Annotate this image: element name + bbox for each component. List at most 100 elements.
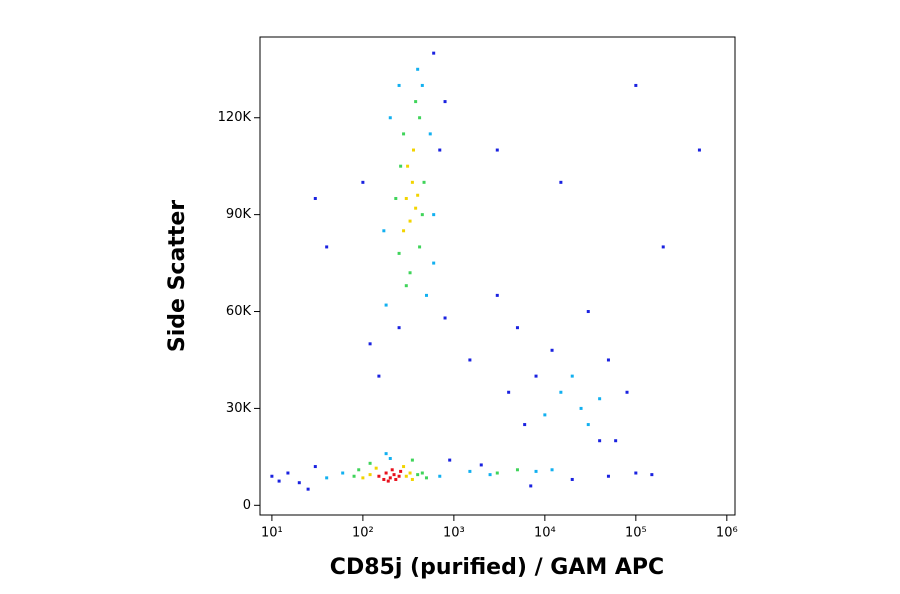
point [414,100,418,104]
point [368,342,372,346]
point [598,439,602,443]
point [543,413,547,417]
point [402,132,406,136]
point [408,471,412,475]
x-tick-label: 10⁵ [625,526,647,541]
point [523,423,527,427]
point [313,196,317,200]
point [325,476,329,480]
point [313,465,317,469]
point [495,471,499,475]
point [408,271,412,275]
point [534,374,538,378]
point [420,471,424,475]
point [559,390,563,394]
point [361,180,365,184]
point [650,473,654,477]
point [397,251,401,255]
point [277,479,281,483]
point [404,474,408,478]
point [432,213,436,217]
point [416,67,420,71]
point [368,461,372,465]
point [404,196,408,200]
point [606,358,610,362]
point [392,473,396,477]
point [394,477,398,481]
y-tick-label: 0 [243,498,251,513]
x-tick-label: 10² [352,526,374,541]
point [507,390,511,394]
x-axis-title: CD85j (purified) / GAM APC [330,555,664,580]
point [390,468,394,472]
point [270,474,274,478]
point [414,206,418,210]
point [388,116,392,120]
point [388,456,392,460]
point [468,469,472,473]
point [410,458,414,462]
point [297,481,301,485]
point [443,100,447,104]
point [570,477,574,481]
point [397,474,401,478]
x-tick-label: 10³ [443,526,465,541]
point [402,229,406,233]
point [424,476,428,480]
point [377,474,381,478]
point [361,476,365,480]
point [377,374,381,378]
point [661,245,665,249]
point [550,348,554,352]
x-tick-label: 10¹ [261,526,283,541]
point [697,148,701,152]
point [399,164,403,168]
point [570,374,574,378]
point [586,423,590,427]
point [411,148,415,152]
point [384,452,388,456]
point [438,474,442,478]
point [495,148,499,152]
point [386,479,390,483]
point [286,471,290,475]
point [550,468,554,472]
point [306,487,310,491]
point [634,471,638,475]
point [397,83,401,87]
point [515,468,519,472]
point [479,463,483,467]
point [384,471,388,475]
point [614,439,618,443]
point [598,397,602,401]
point [432,51,436,55]
point [534,469,538,473]
point [402,465,406,469]
point [341,471,345,475]
point [529,484,533,488]
point [382,229,386,233]
point [432,261,436,265]
point [394,196,398,200]
point [428,132,432,136]
point [397,326,401,330]
point [406,164,410,168]
point [422,180,426,184]
y-tick-label: 30K [226,401,252,416]
point [515,326,519,330]
point [408,219,412,223]
y-tick-label: 90K [226,207,252,222]
y-tick-label: 120K [218,110,252,125]
point [368,473,372,477]
point [488,473,492,477]
point [382,477,386,481]
point [634,83,638,87]
point [410,477,414,481]
point [384,303,388,307]
point [416,473,420,477]
point [559,180,563,184]
point [374,466,378,470]
point [579,406,583,410]
y-axis-title: Side Scatter [165,200,190,352]
point [388,476,392,480]
